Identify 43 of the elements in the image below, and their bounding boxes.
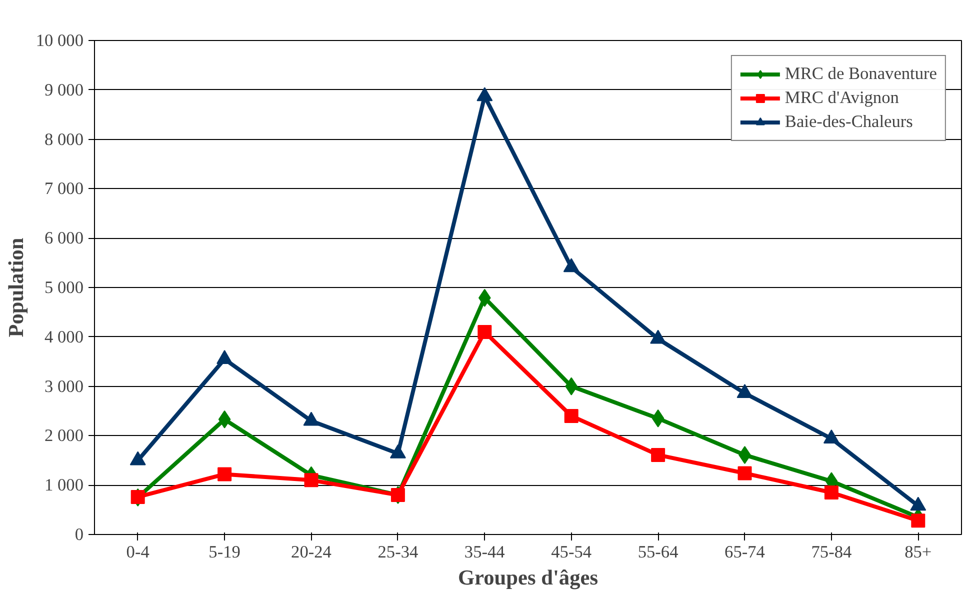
point — [911, 514, 926, 528]
point — [478, 324, 492, 339]
x-tick-label: 5-19 — [208, 542, 240, 562]
x-tick-label: 65-74 — [724, 542, 766, 562]
y-tick-label: 1 000 — [44, 476, 84, 495]
point — [565, 377, 578, 396]
x-tick-label: 20-24 — [291, 542, 332, 562]
point — [824, 486, 838, 500]
point — [650, 330, 666, 344]
y-tick-label: 0 — [74, 525, 84, 544]
y-tick-label: 7 000 — [44, 179, 84, 198]
x-axis-title: Groupes d'âges — [458, 566, 598, 590]
point — [651, 448, 666, 462]
y-tick-label: 9 000 — [44, 80, 84, 100]
legend-label: MRC d'Avignon — [784, 88, 899, 108]
y-tick-label: 3 000 — [44, 376, 84, 396]
point — [736, 384, 753, 398]
y-tick-label: 6 000 — [44, 228, 84, 248]
y-tick-label: 4 000 — [44, 327, 84, 346]
y-tick-label: 5 000 — [44, 278, 84, 297]
y-tick-label: 10 000 — [36, 31, 84, 50]
y-tick-label: 8 000 — [44, 130, 84, 149]
x-tick-label: 25-34 — [378, 542, 418, 562]
point — [478, 288, 491, 307]
x-tick-label: 75-84 — [811, 542, 852, 562]
point — [218, 410, 231, 428]
point — [130, 490, 145, 504]
point — [738, 466, 752, 480]
y-tick-label: 2 000 — [44, 426, 84, 446]
point — [304, 473, 318, 488]
x-tick-label: 45-54 — [551, 542, 592, 562]
y-axis-title: Population — [4, 238, 28, 338]
point — [564, 408, 578, 423]
x-tick-label: 85+ — [904, 542, 932, 562]
x-tick-label: 35-44 — [464, 542, 506, 562]
point — [476, 87, 493, 102]
point — [563, 258, 580, 272]
x-tick-label: 55-64 — [638, 542, 679, 562]
legend-label: MRC de Bonaventure — [784, 64, 937, 84]
x-tick-label: 0-4 — [126, 542, 150, 562]
point — [652, 409, 664, 428]
point — [218, 467, 232, 482]
legend-label: Baie-des-Chaleurs — [784, 112, 913, 132]
